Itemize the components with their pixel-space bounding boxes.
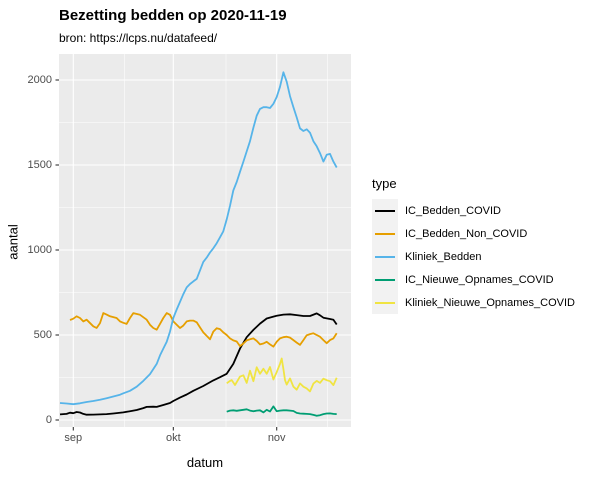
y-tick-label-1000: 1000 [27,243,52,256]
series-line-IC_Bedden_Non_COVID [69,312,338,348]
x-tick-label-sep: sep [64,432,83,444]
series-line-IC_Bedden_COVID [59,312,338,416]
legend-item-IC_Bedden_COVID: IC_Bedden_COVID [372,199,575,222]
legend-key-swatch [372,291,398,314]
legend-label: Kliniek_Nieuwe_Opnames_COVID [405,296,575,309]
y-tick-label-500: 500 [33,328,52,341]
legend-key-line [375,278,395,281]
x-axis-title: datum [186,455,224,470]
legend-key-swatch [372,245,398,268]
legend: type IC_Bedden_COVID IC_Bedden_Non_COVID K… [372,176,575,314]
legend-title: type [372,176,397,191]
legend-item-IC_Bedden_Non_COVID: IC_Bedden_Non_COVID [372,222,575,245]
x-tick-label-okt: okt [165,432,181,444]
series-line-IC_Nieuwe_Opnames_COVID [226,405,337,417]
legend-key-swatch [372,268,398,291]
legend-label: IC_Nieuwe_Opnames_COVID [405,273,554,286]
legend-item-Kliniek_Nieuwe_Opnames_COVID: Kliniek_Nieuwe_Opnames_COVID [372,291,575,314]
chart-title: Bezetting bedden op 2020-11-19 [59,7,287,24]
y-tick-label-1500: 1500 [27,158,52,171]
legend-label: Kliniek_Bedden [405,250,482,263]
legend-key-line [375,255,395,258]
legend-key-line [375,209,395,212]
y-tick-label-2000: 2000 [27,73,52,86]
y-axis-title: aantal [5,224,21,260]
legend-label: IC_Bedden_Non_COVID [405,227,528,240]
plot-panel [59,54,351,427]
y-tick-label-0: 0 [45,413,52,426]
legend-key-line [375,232,395,235]
legend-key-line [375,301,395,304]
legend-rows: IC_Bedden_COVID IC_Bedden_Non_COVID Klinie… [372,199,575,314]
legend-key-swatch [372,199,398,222]
legend-label: IC_Bedden_COVID [405,204,501,217]
legend-item-Kliniek_Bedden: Kliniek_Bedden [372,245,575,268]
legend-item-IC_Nieuwe_Opnames_COVID: IC_Nieuwe_Opnames_COVID [372,268,575,291]
legend-key-swatch [372,222,398,245]
series-line-Kliniek_Bedden [59,71,338,406]
chart-subtitle: bron: https://lcps.nu/datafeed/ [59,31,218,45]
x-tick-label-nov: nov [267,432,286,444]
series-line-Kliniek_Nieuwe_Opnames_COVID [226,357,338,393]
